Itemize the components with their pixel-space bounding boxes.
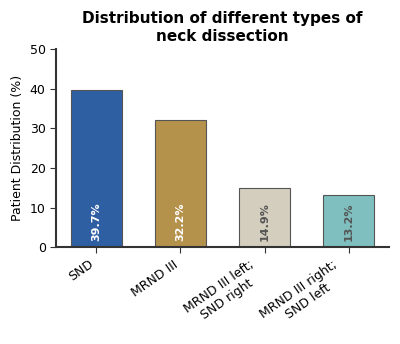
Text: 13.2%: 13.2%: [344, 203, 354, 241]
Bar: [239, 188, 290, 247]
Bar: [155, 119, 206, 247]
Text: 14.9%: 14.9%: [260, 203, 270, 241]
Text: 39.7%: 39.7%: [92, 203, 102, 241]
Y-axis label: Patient Distribution (%): Patient Distribution (%): [11, 75, 24, 221]
Bar: [323, 195, 374, 247]
Bar: [71, 90, 122, 247]
Title: Distribution of different types of
neck dissection: Distribution of different types of neck …: [82, 11, 363, 43]
Text: 32.2%: 32.2%: [176, 203, 186, 241]
